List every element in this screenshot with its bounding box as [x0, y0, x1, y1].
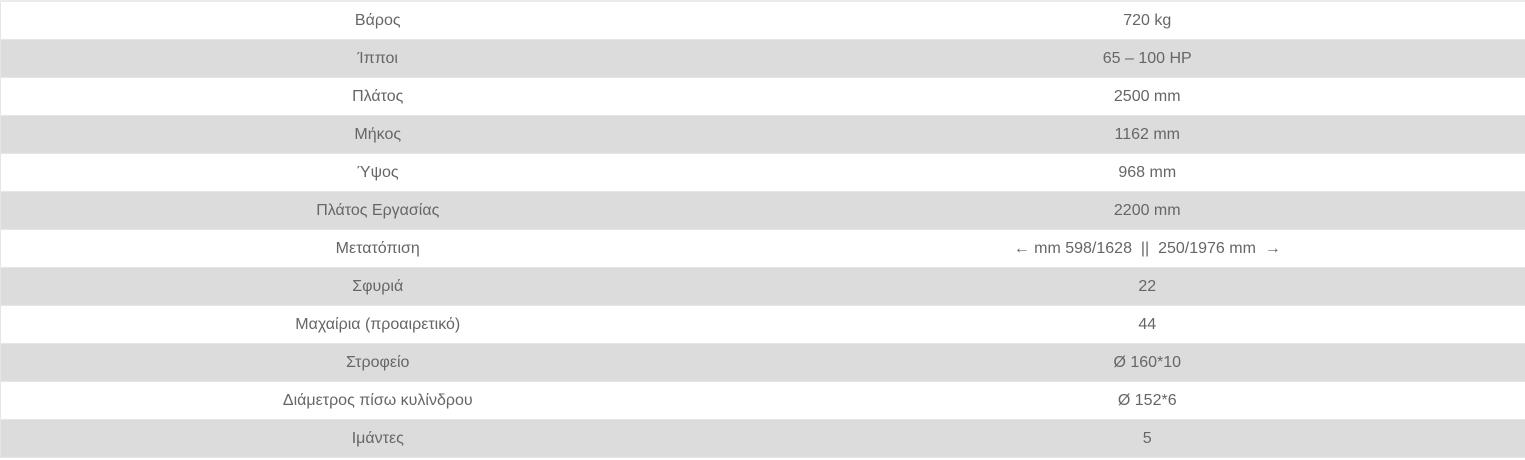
- spec-label: Βάρος: [0, 2, 755, 40]
- spec-value: 44: [754, 305, 1525, 344]
- spec-label: Διάμετρος πίσω κυλίνδρου: [0, 381, 755, 420]
- spec-value: 5: [754, 419, 1525, 458]
- spec-value: ← mm 598/1628 || 250/1976 mm →: [754, 229, 1525, 268]
- spec-row: Στροφείο Ø 160*10: [0, 343, 1525, 382]
- spec-row: Σφυριά 22: [0, 267, 1525, 306]
- spec-value: Ø 160*10: [754, 343, 1525, 382]
- spec-label: Μαχαίρια (προαιρετικό): [0, 305, 755, 344]
- spec-label: Σφυριά: [0, 267, 755, 306]
- spec-row: Μετατόπιση ← mm 598/1628 || 250/1976 mm →: [0, 229, 1525, 268]
- spec-label: Πλάτος: [0, 77, 755, 116]
- spec-label: Στροφείο: [0, 343, 755, 382]
- spec-value: 2200 mm: [754, 191, 1525, 230]
- spec-label: Ίπποι: [0, 39, 755, 78]
- spec-value: 65 – 100 HP: [754, 39, 1525, 78]
- spec-label: Ιμάντες: [0, 419, 755, 458]
- spec-value: 22: [754, 267, 1525, 306]
- spec-row: Βάρος 720 kg: [0, 2, 1525, 40]
- spec-value: Ø 152*6: [754, 381, 1525, 420]
- spec-row: Ιμάντες 5: [0, 419, 1525, 458]
- spec-label: Πλάτος Εργασίας: [0, 191, 755, 230]
- spec-row: Πλάτος 2500 mm: [0, 77, 1525, 116]
- spec-row: Πλάτος Εργασίας 2200 mm: [0, 191, 1525, 230]
- spec-row: Ίπποι 65 – 100 HP: [0, 39, 1525, 78]
- spec-value: 968 mm: [754, 153, 1525, 192]
- spec-label: Μήκος: [0, 115, 755, 154]
- spec-value: 720 kg: [754, 2, 1525, 40]
- spec-row: Ύψος 968 mm: [0, 153, 1525, 192]
- spec-value: 1162 mm: [754, 115, 1525, 154]
- spec-value: 2500 mm: [754, 77, 1525, 116]
- spec-row: Διάμετρος πίσω κυλίνδρου Ø 152*6: [0, 381, 1525, 420]
- spec-label: Ύψος: [0, 153, 755, 192]
- spec-label: Μετατόπιση: [0, 229, 755, 268]
- spec-row: Μήκος 1162 mm: [0, 115, 1525, 154]
- spec-row: Μαχαίρια (προαιρετικό) 44: [0, 305, 1525, 344]
